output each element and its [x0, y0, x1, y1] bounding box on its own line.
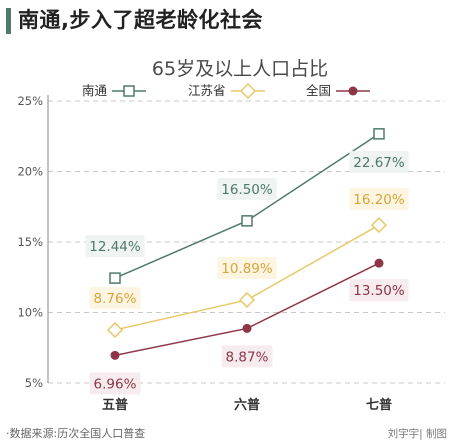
- x-tick-label: 五普: [102, 397, 128, 413]
- source-note: ·数据来源:历次全国人口普查: [6, 426, 145, 440]
- x-axis: 五普 六普 七普: [102, 397, 392, 413]
- data-point: [373, 128, 385, 140]
- legend-label: 南通: [82, 83, 108, 98]
- x-tick-label: 六普: [234, 397, 260, 413]
- data-label: 16.50%: [221, 182, 273, 198]
- series-line: [114, 133, 380, 279]
- credit-note: 刘宇宇| 制图: [388, 427, 447, 440]
- data-label-box: [217, 177, 277, 200]
- data-label-box: [349, 188, 409, 211]
- data-label-box: [349, 279, 409, 302]
- data-point: [109, 272, 121, 284]
- y-axis: 5% 10% 15% 20% 25%: [17, 94, 49, 390]
- data-point: [242, 323, 252, 333]
- legend-marker: [348, 86, 358, 96]
- chart-title: 65岁及以上人口占比: [152, 58, 328, 80]
- legend-marker: [239, 82, 257, 100]
- data-point: [241, 215, 253, 227]
- data-label: 8.76%: [94, 291, 137, 307]
- data-label-box: [89, 372, 141, 395]
- data-label-box: [221, 345, 273, 368]
- legend-marker: [123, 85, 135, 97]
- y-tick-label: 25%: [17, 94, 43, 108]
- y-tick-label: 20%: [17, 165, 43, 179]
- data-point: [370, 217, 388, 234]
- data-point: [110, 350, 120, 360]
- y-tick-label: 5%: [25, 376, 43, 390]
- data-label-box: [85, 235, 145, 258]
- data-labels: 12.44% 16.50% 22.67% 8.76% 10.89% 16.20% 6.96%…: [85, 150, 409, 395]
- y-tick-label: 10%: [17, 306, 43, 320]
- y-tick-label: 15%: [17, 235, 43, 249]
- series-layer: [106, 128, 388, 360]
- data-label-box: [217, 256, 277, 279]
- legend-label: 全国: [306, 83, 331, 98]
- data-label: 16.20%: [353, 192, 405, 208]
- legend-label: 江苏省: [188, 83, 226, 98]
- data-label: 8.87%: [226, 349, 269, 365]
- x-tick-label: 七普: [366, 397, 392, 413]
- data-label: 6.96%: [94, 376, 137, 392]
- data-label-box: [349, 150, 409, 173]
- data-point: [374, 258, 384, 268]
- legend: 南通 江苏省 全国: [82, 82, 370, 100]
- data-label: 22.67%: [353, 155, 405, 171]
- title-accent-bar: [6, 8, 11, 34]
- data-label-box: [89, 286, 141, 309]
- data-point: [106, 321, 124, 339]
- data-label: 10.89%: [221, 261, 273, 277]
- data-label: 13.50%: [353, 283, 405, 299]
- data-point: [238, 291, 256, 309]
- data-label: 12.44%: [89, 239, 141, 255]
- page-title: 南通,步入了超老龄化社会: [18, 8, 263, 32]
